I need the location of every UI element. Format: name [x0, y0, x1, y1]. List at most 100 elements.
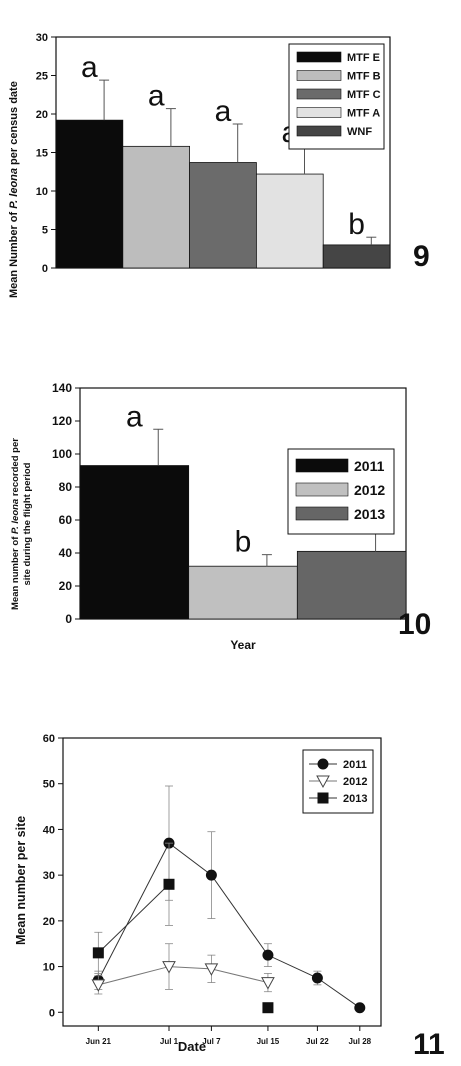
bar-2011 — [79, 465, 190, 620]
significance-letter: b — [348, 208, 365, 241]
significance-letter: a — [81, 51, 98, 84]
ylabel-species-name: P. leona — [10, 498, 21, 534]
y-tick-label: 30 — [36, 32, 48, 44]
bar-mtf-a — [255, 173, 324, 269]
bar-2013 — [296, 550, 407, 620]
legend-label: 2012 — [354, 482, 385, 498]
ylabel-species-name: P. leona — [8, 168, 20, 209]
bar-mtf-e — [55, 119, 124, 269]
legend-swatch — [296, 107, 342, 118]
legend-box — [302, 749, 374, 814]
series-2011-line — [97, 842, 361, 1009]
bar-mtf-b — [122, 145, 191, 269]
series-2011-point — [354, 1002, 366, 1014]
legend-marker — [316, 775, 330, 789]
legend-label: MTF E — [347, 52, 380, 64]
y-tick-label: 40 — [59, 546, 73, 560]
ylabel-line-1: Mean number of P. leona recorded per — [10, 438, 22, 610]
legend-marker — [317, 792, 329, 804]
legend-swatch — [296, 88, 342, 100]
figure-10-bar-chart: 020406080100120140abb201120122013Year — [52, 381, 407, 652]
y-tick-label: 20 — [43, 916, 55, 928]
figure-11-panel: 0 10 20 30 40 50 60 Jun 21 Jul 1 Jul 7 Jul 15 Jul 2… — [0, 720, 461, 1066]
x-tick-label: Jul 1 — [160, 1037, 179, 1046]
figure-11-line-chart: 0 10 20 30 40 50 60 Jun 21 Jul 1 Jul 7 Jul 15 Jul 2… — [43, 733, 382, 1054]
figure-10-y-axis-label: Mean number of P. leona recorded per sit… — [10, 438, 34, 610]
y-tick-label: 60 — [43, 733, 55, 745]
legend-label: 2013 — [343, 793, 367, 805]
figure-number-10: 10 — [398, 608, 432, 641]
significance-letter: a — [215, 95, 232, 128]
y-tick-label: 0 — [49, 1007, 55, 1019]
legend-label: MTF B — [347, 71, 381, 83]
x-tick-label: Jun 21 — [86, 1037, 112, 1046]
ylabel-part-3: per census date — [8, 81, 20, 168]
legend-swatch — [295, 506, 349, 521]
ylabel-line-2: site during the flight period — [22, 438, 34, 610]
x-axis-label: Date — [178, 1039, 206, 1054]
x-axis-label: Year — [230, 638, 256, 652]
legend-swatch — [296, 70, 342, 81]
y-tick-label: 25 — [36, 71, 48, 83]
figure-9-y-axis-label: Mean Number of P. leona per census date — [8, 81, 20, 298]
ylabel-line-1-part-3: recorded per — [10, 438, 21, 499]
y-tick-label: 5 — [42, 225, 48, 237]
series-2011-point — [205, 869, 217, 881]
y-tick-label: 0 — [42, 263, 48, 275]
series-2013-point — [163, 878, 175, 890]
y-tick-label: 30 — [43, 870, 55, 882]
bar-wnf — [322, 244, 391, 269]
x-tick-label: Jul 22 — [306, 1037, 329, 1046]
ylabel-line-1-part-1: Mean number of — [10, 533, 21, 610]
y-tick-label: 120 — [52, 414, 72, 428]
series-2012-point — [162, 961, 176, 974]
legend-label: 2012 — [343, 776, 367, 788]
series-2012-point — [91, 979, 106, 992]
figure-number-11: 11 — [413, 1028, 445, 1061]
y-tick-label: 50 — [43, 779, 55, 791]
legend-label: 2011 — [343, 759, 367, 771]
legend-label: WNF — [347, 126, 372, 138]
y-tick-label: 15 — [36, 148, 48, 160]
y-tick-label: 40 — [43, 824, 55, 836]
series-2013-point — [262, 1002, 274, 1014]
y-tick-label: 10 — [43, 962, 55, 974]
significance-letter: a — [148, 80, 165, 113]
bar-2012 — [188, 565, 298, 620]
ylabel-line-2-text: site during the flight period — [22, 462, 33, 586]
y-tick-label: 20 — [36, 109, 48, 121]
legend-swatch — [295, 458, 349, 473]
legend-label: 2011 — [354, 458, 385, 474]
legend-marker — [317, 758, 329, 770]
series-2012-point — [261, 977, 275, 990]
y-tick-label: 0 — [65, 612, 72, 626]
legend-swatch — [296, 51, 342, 63]
y-tick-label: 10 — [36, 186, 48, 198]
series-2011-point — [311, 972, 323, 984]
x-tick-label: Jul 15 — [257, 1037, 280, 1046]
y-tick-label: 80 — [59, 480, 73, 494]
x-tick-label: Jul 28 — [348, 1037, 371, 1046]
bar-mtf-c — [189, 162, 257, 269]
series-2013-point — [92, 947, 104, 959]
y-tick-label: 20 — [59, 579, 73, 593]
legend-label: 2013 — [354, 506, 385, 522]
legend-swatch — [296, 125, 342, 137]
significance-letter: b — [235, 526, 252, 559]
series-2011-point — [262, 949, 274, 961]
figure-11-y-axis-label: Mean number per site — [14, 815, 28, 945]
x-tick-label: Jul 7 — [202, 1037, 221, 1046]
legend-label: MTF A — [347, 108, 380, 120]
legend-label: MTF C — [347, 89, 381, 101]
y-tick-label: 140 — [52, 381, 72, 395]
series-2013-line — [97, 883, 170, 954]
ylabel-part-1: Mean Number of — [8, 208, 20, 298]
legend-swatch — [295, 482, 349, 497]
series-2012-point — [204, 963, 219, 976]
figure-10-panel: 020406080100120140abb201120122013Year Me… — [0, 370, 461, 660]
series-2012-line — [98, 966, 269, 986]
y-tick-label: 60 — [59, 513, 73, 527]
significance-letter: a — [126, 400, 143, 433]
